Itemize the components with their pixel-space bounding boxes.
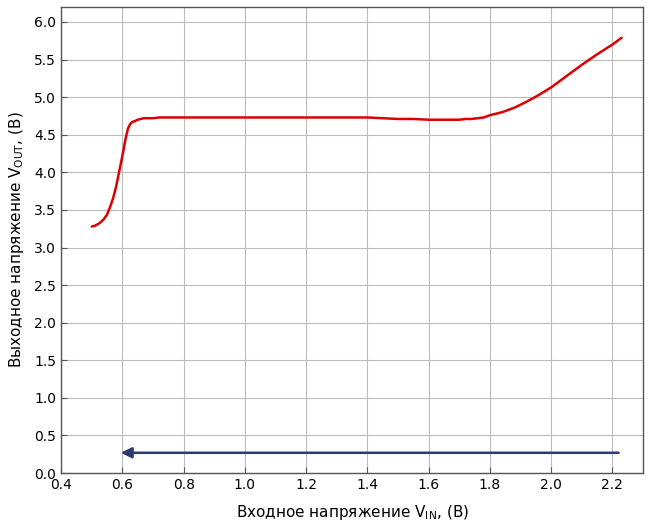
- X-axis label: Входное напряжение $\mathdefault{V_{IN}}$, (В): Входное напряжение $\mathdefault{V_{IN}}…: [235, 503, 469, 522]
- Y-axis label: Выходное напряжение $\mathdefault{V_{OUT}}$, (В): Выходное напряжение $\mathdefault{V_{OUT…: [7, 112, 26, 368]
